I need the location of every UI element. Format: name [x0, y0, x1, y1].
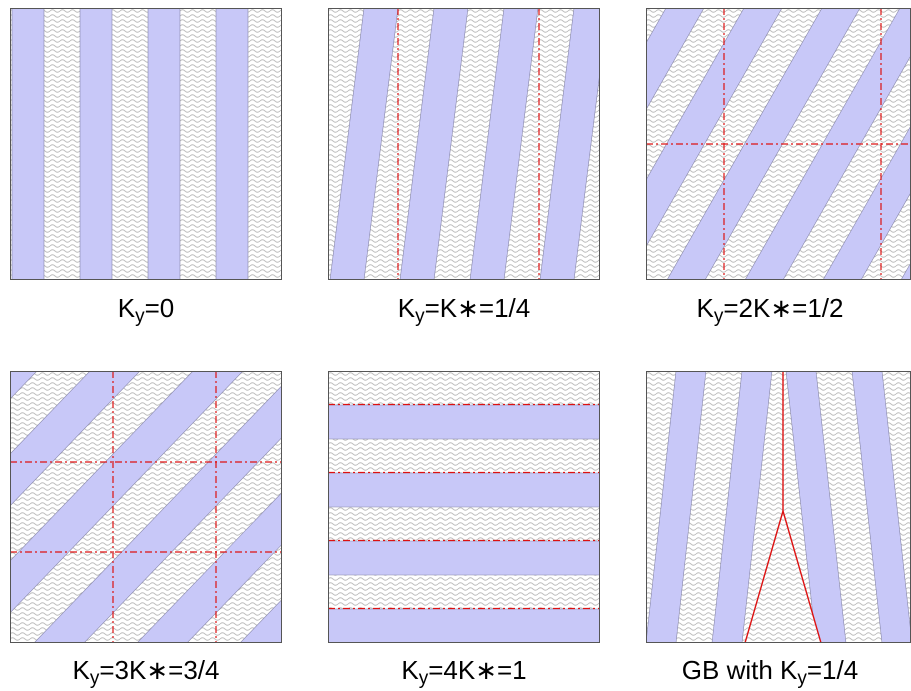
panel-ky-three-quarter	[10, 371, 282, 643]
stripe-band	[10, 371, 141, 507]
caption-sub: y	[89, 668, 100, 689]
stripe-band	[10, 371, 38, 400]
caption-post: =K∗=1/4	[424, 293, 531, 323]
stripe-band	[900, 261, 911, 280]
caption-pre: K	[696, 293, 714, 323]
panel-frame	[328, 8, 600, 280]
caption-post: =3K∗=3/4	[99, 655, 220, 685]
stripe-band	[646, 371, 707, 643]
stripe-band	[79, 8, 113, 280]
stripe-band	[785, 371, 847, 643]
caption-post: =2K∗=1/2	[723, 293, 844, 323]
caption-post: =4K∗=1	[428, 655, 527, 685]
caption-sub: y	[135, 306, 145, 327]
caption-post: =0	[144, 293, 175, 323]
stripe-band	[328, 540, 600, 576]
caption-sub: y	[713, 306, 724, 327]
caption-post: =1/4	[806, 655, 859, 685]
caption-ky-one: Ky=4K∗=1	[314, 655, 614, 688]
stripe-band	[851, 371, 911, 643]
stripe-pattern-ky-one	[328, 371, 600, 643]
stripe-band	[328, 472, 600, 508]
stripe-band	[147, 8, 181, 280]
stripe-band	[11, 8, 45, 280]
stripe-band	[646, 8, 705, 111]
grain-boundary-line	[782, 510, 822, 643]
caption-pre: K	[72, 655, 90, 685]
caption-pre: K	[117, 293, 136, 323]
stripe-band	[711, 371, 773, 643]
caption-ky-quarter: Ky=K∗=1/4	[314, 293, 614, 326]
stripe-band	[399, 8, 469, 280]
caption-pre: K	[401, 655, 419, 685]
caption-sub: y	[415, 306, 425, 327]
caption-sub: y	[797, 668, 807, 689]
caption-grain-boundary: GB with Ky=1/4	[620, 655, 911, 688]
stripe-band	[328, 404, 600, 440]
stripe-band	[539, 8, 600, 280]
stripe-pattern-ky-quarter	[328, 8, 600, 280]
panel-frame	[10, 8, 282, 280]
stripe-pattern-ky-half	[646, 8, 911, 280]
stripe-band	[666, 8, 861, 280]
panel-frame	[10, 371, 282, 643]
stripe-band	[10, 371, 244, 614]
grain-boundary-line	[744, 510, 784, 643]
panel-ky-half	[646, 8, 911, 280]
stripe-band	[822, 124, 911, 280]
panel-ky-quarter	[328, 8, 600, 280]
stripe-pattern-grain-boundary	[646, 371, 911, 643]
panel-frame	[328, 371, 600, 643]
caption-sub: y	[418, 668, 429, 689]
stripe-band	[646, 8, 783, 248]
stripe-band	[329, 8, 399, 280]
caption-ky-three-quarter: Ky=3K∗=3/4	[0, 655, 296, 688]
caption-ky-0: Ky=0	[0, 293, 296, 326]
panel-ky-0	[10, 8, 282, 280]
stripe-band	[328, 608, 600, 643]
stripe-pattern-ky-three-quarter	[10, 371, 282, 643]
caption-pre: K	[397, 293, 416, 323]
panel-ky-one	[328, 371, 600, 643]
stripe-pattern-ky-0	[10, 8, 282, 280]
stripe-band	[215, 8, 249, 280]
panel-grain-boundary	[646, 371, 911, 643]
stripe-band	[239, 598, 282, 643]
stripe-band	[469, 8, 539, 280]
caption-ky-half: Ky=2K∗=1/2	[620, 293, 911, 326]
caption-pre: GB with K	[681, 655, 798, 685]
